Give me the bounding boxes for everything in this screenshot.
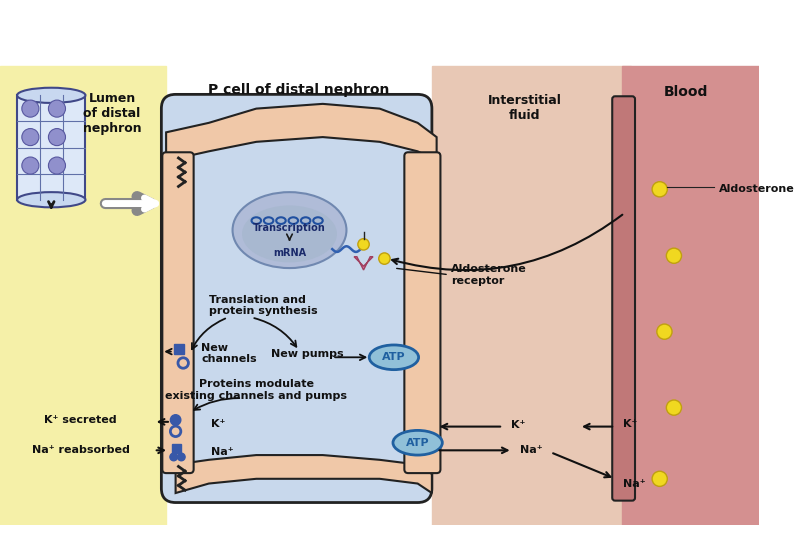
Text: mRNA: mRNA (273, 248, 306, 258)
Text: K⁺: K⁺ (210, 419, 225, 429)
Circle shape (49, 157, 66, 174)
Text: Na⁺: Na⁺ (622, 479, 646, 488)
Circle shape (178, 453, 185, 461)
Bar (172, 444, 182, 453)
Circle shape (652, 471, 667, 486)
Circle shape (358, 239, 370, 250)
Text: K⁺ secreted: K⁺ secreted (44, 415, 117, 425)
Text: Interstitial
fluid: Interstitial fluid (488, 94, 562, 122)
Ellipse shape (393, 430, 442, 455)
Text: Translation and
protein synthesis: Translation and protein synthesis (209, 295, 318, 316)
Circle shape (666, 400, 682, 415)
Polygon shape (166, 104, 437, 161)
Bar (432, 66, 631, 526)
Text: Transcription: Transcription (253, 223, 326, 233)
Text: Proteins modulate
existing channels and pumps: Proteins modulate existing channels and … (166, 379, 347, 400)
Bar (174, 344, 184, 355)
Polygon shape (354, 257, 373, 270)
Circle shape (378, 253, 390, 264)
Polygon shape (176, 455, 432, 493)
Circle shape (22, 157, 39, 174)
Ellipse shape (17, 192, 86, 208)
Text: ATP: ATP (382, 353, 406, 362)
Text: New pumps: New pumps (270, 349, 343, 358)
FancyBboxPatch shape (404, 153, 441, 473)
Circle shape (666, 248, 682, 264)
Text: New
channels: New channels (202, 343, 257, 364)
Text: Aldosterone
receptor: Aldosterone receptor (451, 264, 526, 286)
Ellipse shape (233, 192, 346, 268)
Text: ATP: ATP (406, 438, 430, 448)
Text: Na⁺: Na⁺ (210, 447, 234, 457)
Ellipse shape (17, 88, 86, 103)
Circle shape (22, 128, 39, 146)
Circle shape (170, 453, 178, 461)
Text: Na⁺ reabsorbed: Na⁺ reabsorbed (32, 445, 130, 455)
Circle shape (657, 324, 672, 339)
Text: P cell of distal nephron: P cell of distal nephron (208, 82, 390, 96)
Text: Aldosterone: Aldosterone (718, 184, 794, 194)
Circle shape (22, 100, 39, 117)
Circle shape (652, 182, 667, 197)
Text: K⁺: K⁺ (510, 420, 525, 430)
FancyBboxPatch shape (162, 94, 432, 502)
Circle shape (49, 128, 66, 146)
Text: Blood: Blood (664, 85, 709, 99)
Circle shape (49, 100, 66, 117)
FancyBboxPatch shape (612, 96, 635, 501)
Ellipse shape (242, 205, 337, 262)
FancyBboxPatch shape (162, 153, 194, 473)
Text: Lumen
of distal
nephron: Lumen of distal nephron (82, 92, 142, 135)
Circle shape (170, 414, 181, 425)
Bar (17, 95, 86, 200)
Ellipse shape (370, 345, 418, 370)
Bar (622, 66, 759, 526)
Bar (0, 66, 166, 526)
Text: K⁺: K⁺ (622, 419, 637, 429)
Text: Na⁺: Na⁺ (520, 445, 542, 455)
